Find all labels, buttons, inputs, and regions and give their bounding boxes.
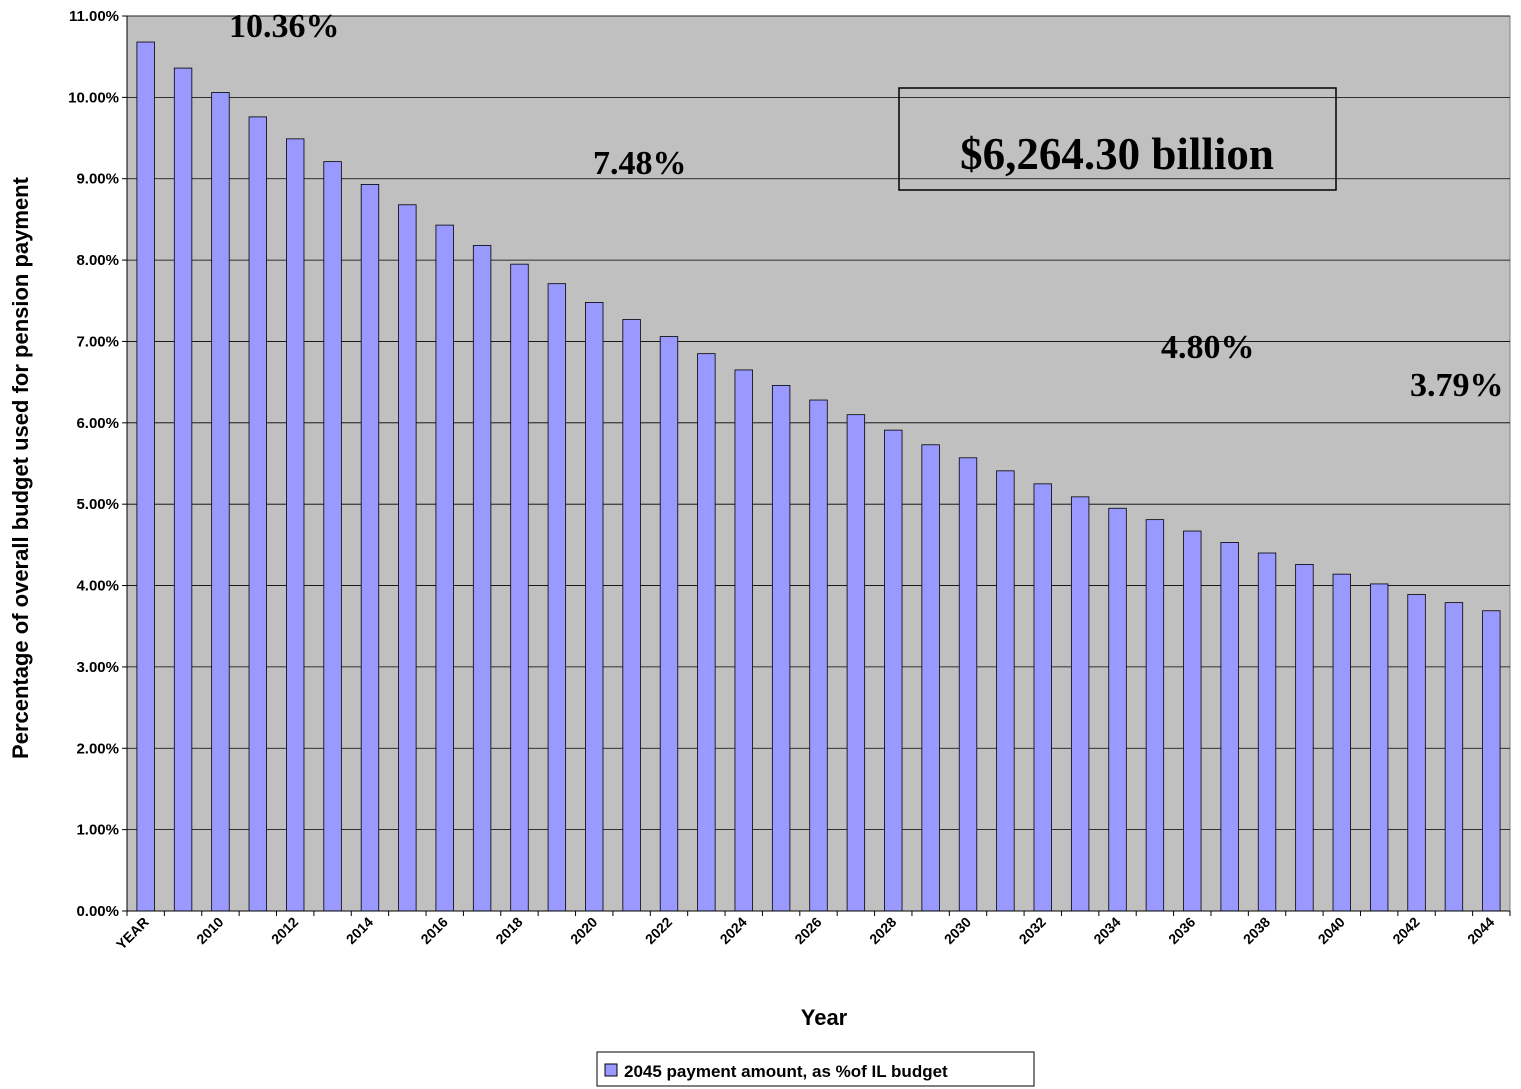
x-tick-label: 2028	[866, 914, 899, 947]
y-tick-label: 9.00%	[76, 171, 119, 188]
bar	[472, 245, 492, 912]
boxed-annotation-frame	[898, 87, 1337, 191]
bar	[136, 41, 155, 912]
x-axis-title: Year	[801, 1005, 848, 1030]
bar	[510, 263, 529, 912]
y-tick-label: 5.00%	[76, 496, 119, 513]
bar	[996, 470, 1015, 912]
y-tick-label: 8.00%	[76, 252, 119, 269]
bar	[846, 414, 866, 912]
x-tick-label: 2010	[193, 914, 226, 947]
x-tick-label: 2034	[1090, 914, 1123, 947]
x-tick-label: 2016	[417, 914, 450, 947]
bar	[1295, 563, 1314, 912]
bar	[1257, 552, 1277, 912]
y-tick-label: 10.00%	[68, 89, 119, 106]
y-tick-label: 2.00%	[76, 740, 119, 757]
bar	[1369, 583, 1389, 912]
bar	[809, 399, 828, 912]
x-tick-label: 2042	[1389, 914, 1422, 947]
y-tick-label: 6.00%	[76, 415, 119, 432]
bar	[435, 224, 454, 912]
y-tick-label: 3.00%	[76, 659, 119, 676]
annotation-4: 3.79%	[1410, 367, 1504, 404]
bar	[1108, 507, 1127, 912]
bar	[1332, 573, 1351, 912]
bar	[884, 429, 903, 912]
bar	[1407, 594, 1426, 912]
y-tick-label: 7.00%	[76, 333, 119, 350]
y-axis-title: Percentage of overall budget used for pe…	[8, 176, 33, 759]
bar	[585, 301, 604, 912]
annotation-3: 4.80%	[1161, 329, 1255, 366]
bar	[173, 67, 193, 912]
bar	[1183, 530, 1202, 912]
bar	[1033, 483, 1052, 912]
bar	[958, 457, 978, 912]
bars	[136, 41, 1501, 912]
x-tick-label: 2036	[1165, 914, 1198, 947]
bar	[286, 138, 305, 912]
annotation-1: 10.36%	[229, 8, 340, 45]
boxed-annotation-text: $6,264.30 billion	[960, 129, 1274, 179]
bar	[248, 116, 268, 912]
legend-frame	[596, 1051, 1035, 1087]
x-tick-label: 2020	[567, 914, 600, 947]
x-tick-label: 2024	[717, 914, 750, 947]
gridlines	[127, 15, 1510, 831]
bar	[1145, 519, 1165, 912]
x-tick-label: 2032	[1016, 914, 1049, 947]
x-tick-label: 2022	[642, 914, 675, 947]
x-tick-label: 2044	[1464, 914, 1497, 947]
bar	[622, 319, 641, 912]
legend-label: 2045 payment amount, as %of IL budget	[624, 1062, 948, 1081]
x-tick-label: 2030	[941, 914, 974, 947]
bar	[360, 184, 380, 912]
bar	[1220, 542, 1239, 912]
bar	[1444, 602, 1464, 912]
x-tick-label: 2038	[1240, 914, 1273, 947]
bar	[1482, 610, 1501, 912]
x-tick-label: 2014	[343, 914, 376, 947]
bar	[659, 336, 679, 912]
y-tick-label: 4.00%	[76, 578, 119, 595]
legend-swatch	[604, 1063, 618, 1077]
y-tick-label: 11.00%	[69, 8, 119, 25]
x-tick-label: 2040	[1315, 914, 1348, 947]
bar	[398, 204, 417, 912]
bar	[697, 353, 716, 912]
bar	[547, 283, 567, 912]
annotation-2: 7.48%	[593, 145, 687, 182]
x-tick-label: 2026	[791, 914, 824, 947]
y-tick-label: 0.00%	[76, 903, 119, 920]
bar	[1070, 496, 1090, 912]
y-axis: 0.00% 1.00% 2.00% 3.00% 4.00% 5.00% 6.00% 7.00%…	[68, 8, 128, 920]
x-axis: YEAR 2010 2012 2014 2016 2018 2020 2022 2024 2026…	[113, 910, 1511, 953]
legend: 2045 payment amount, as %of IL budget	[596, 1051, 1035, 1087]
x-tick-label: 2018	[492, 914, 525, 947]
bar	[734, 369, 753, 912]
y-tick-label: 1.00%	[76, 822, 119, 839]
bar	[323, 161, 342, 912]
bar	[771, 384, 791, 912]
bar	[211, 92, 230, 912]
x-tick-label: 2012	[268, 914, 301, 947]
bar	[921, 444, 940, 912]
